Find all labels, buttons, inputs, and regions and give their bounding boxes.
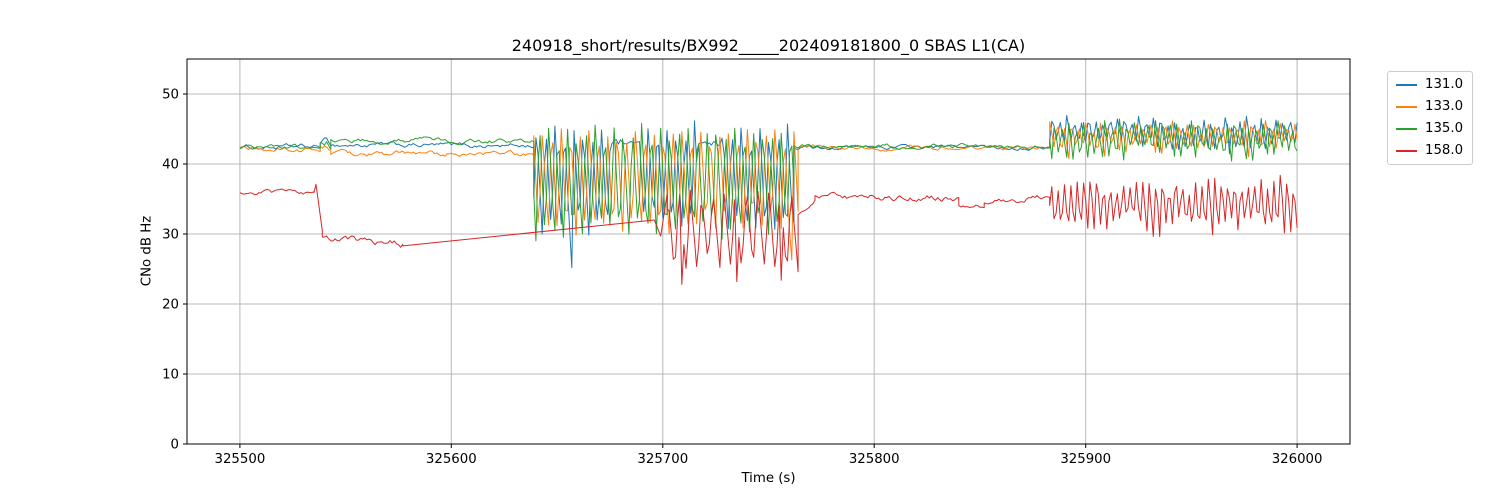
legend-item-label: 131.0 [1425,77,1464,92]
legend-item-label: 135.0 [1425,121,1464,136]
legend-line-swatch [1396,106,1417,108]
chart-title: 240918_short/results/BX992_____202409181… [511,36,1026,55]
legend-item: 133.0 [1396,99,1463,115]
y-tick-label: 50 [162,88,179,103]
legend-line-swatch [1396,84,1417,86]
tick-layer: 325500 325600 325700 325800 325900 326000 0 10 2… [162,88,1322,468]
legend-line-swatch [1396,150,1417,152]
x-tick-label: 325800 [849,452,900,467]
series-layer [239,114,1298,285]
y-tick-label: 0 [171,438,179,453]
legend-item: 135.0 [1396,121,1463,137]
legend-item: 158.0 [1396,143,1463,159]
series-line-133.0 [239,120,1298,261]
axes-spines [186,58,1351,445]
y-tick-label: 10 [162,368,179,383]
y-tick-label: 20 [162,298,179,313]
legend-item-label: 158.0 [1425,143,1464,158]
legend-item: 131.0 [1396,77,1463,93]
x-tick-label: 325700 [637,452,688,467]
x-tick-label: 326000 [1272,452,1323,467]
y-tick-label: 30 [162,228,179,243]
legend-line-swatch [1396,128,1417,130]
legend-item-label: 133.0 [1425,99,1464,114]
x-axis-label: Time (s) [741,471,796,486]
x-tick-label: 325900 [1060,452,1111,467]
x-tick-label: 325500 [215,452,266,467]
x-tick-label: 325600 [426,452,477,467]
y-tick-label: 40 [162,158,179,173]
series-line-158.0 [239,174,1298,285]
grid-layer [187,59,1350,445]
legend: 131.0 133.0 135.0 158.0 [1387,71,1474,165]
